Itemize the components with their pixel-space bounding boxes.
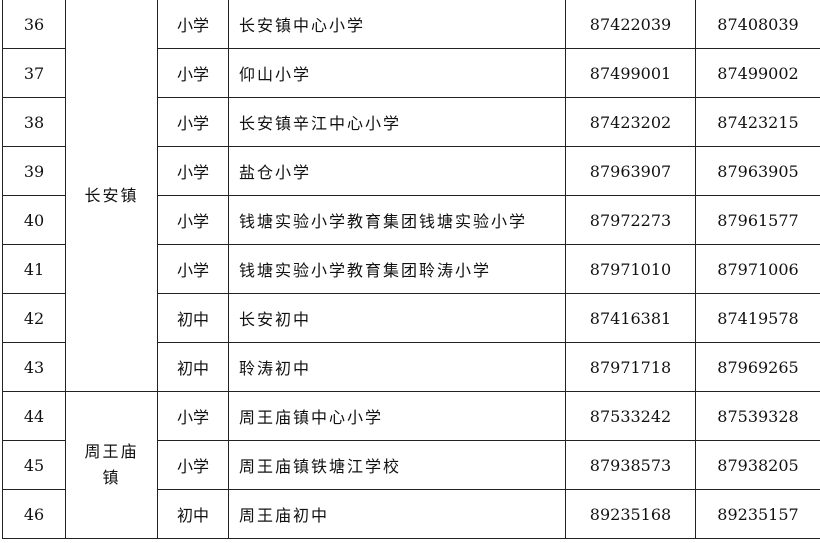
phone: 87499002 (695, 48, 820, 98)
phone: 87416381 (565, 293, 696, 343)
phone: 87971006 (695, 244, 820, 294)
table-row: 37 小学 仰山小学 87499001 87499002 (2, 48, 820, 98)
phone: 87961577 (695, 195, 820, 245)
school-name: 聆涛初中 (228, 342, 566, 392)
school-type: 小学 (157, 244, 229, 294)
phone: 89235168 (565, 489, 696, 539)
row-number: 45 (2, 440, 66, 490)
phone: 87971010 (565, 244, 696, 294)
school-type: 初中 (157, 489, 229, 539)
phone: 89235157 (695, 489, 820, 539)
row-number: 46 (2, 489, 66, 539)
phone: 87963905 (695, 146, 820, 196)
row-number: 38 (2, 97, 66, 147)
phone: 87938205 (695, 440, 820, 490)
phone: 87419578 (695, 293, 820, 343)
row-number: 36 (2, 0, 66, 49)
phone: 87969265 (695, 342, 820, 392)
phone: 87422039 (565, 0, 696, 49)
school-type: 小学 (157, 391, 229, 441)
table-row: 38 小学 长安镇辛江中心小学 87423202 87423215 (2, 97, 820, 147)
phone: 87971718 (565, 342, 696, 392)
school-type: 小学 (157, 146, 229, 196)
table-row: 36 长安镇 小学 长安镇中心小学 87422039 87408039 (2, 0, 820, 392)
row-number: 42 (2, 293, 66, 343)
school-name: 长安镇中心小学 (228, 0, 566, 49)
row-number: 39 (2, 146, 66, 196)
table-row: 39 小学 盐仓小学 87963907 87963905 (2, 146, 820, 196)
phone: 87423215 (695, 97, 820, 147)
school-name: 钱塘实验小学教育集团聆涛小学 (228, 244, 566, 294)
school-type: 小学 (157, 48, 229, 98)
school-type: 小学 (157, 0, 229, 49)
table-row: 42 初中 长安初中 87416381 87419578 (2, 293, 820, 343)
school-type: 小学 (157, 97, 229, 147)
table-row: 41 小学 钱塘实验小学教育集团聆涛小学 87971010 87971006 (2, 244, 820, 294)
table-row: 44 周王庙镇 小学 周王庙镇中心小学 87533242 87539328 (2, 391, 820, 539)
row-number: 37 (2, 48, 66, 98)
town-cell: 长安镇 (65, 0, 158, 392)
school-name: 长安初中 (228, 293, 566, 343)
school-name: 长安镇辛江中心小学 (228, 97, 566, 147)
phone: 87963907 (565, 146, 696, 196)
phone: 87972273 (565, 195, 696, 245)
school-name: 钱塘实验小学教育集团钱塘实验小学 (228, 195, 566, 245)
town-cell: 周王庙镇 (65, 391, 158, 539)
row-number: 44 (2, 391, 66, 441)
row-number: 43 (2, 342, 66, 392)
town-name: 长安镇 (84, 185, 139, 205)
phone: 87533242 (565, 391, 696, 441)
table-row: 40 小学 钱塘实验小学教育集团钱塘实验小学 87972273 87961577 (2, 195, 820, 245)
school-name: 周王庙初中 (228, 489, 566, 539)
school-name: 盐仓小学 (228, 146, 566, 196)
town-name: 周王庙镇 (84, 442, 139, 487)
school-type: 小学 (157, 440, 229, 490)
phone: 87499001 (565, 48, 696, 98)
row-number: 41 (2, 244, 66, 294)
phone: 87539328 (695, 391, 820, 441)
school-name: 周王庙镇中心小学 (228, 391, 566, 441)
school-type: 初中 (157, 342, 229, 392)
table-row: 45 小学 周王庙镇铁塘江学校 87938573 87938205 (2, 440, 820, 490)
phone: 87423202 (565, 97, 696, 147)
school-type: 小学 (157, 195, 229, 245)
school-name: 仰山小学 (228, 48, 566, 98)
phone: 87938573 (565, 440, 696, 490)
table-row: 46 初中 周王庙初中 89235168 89235157 (2, 489, 820, 539)
school-name: 周王庙镇铁塘江学校 (228, 440, 566, 490)
school-type: 初中 (157, 293, 229, 343)
phone: 87408039 (695, 0, 820, 49)
row-number: 40 (2, 195, 66, 245)
